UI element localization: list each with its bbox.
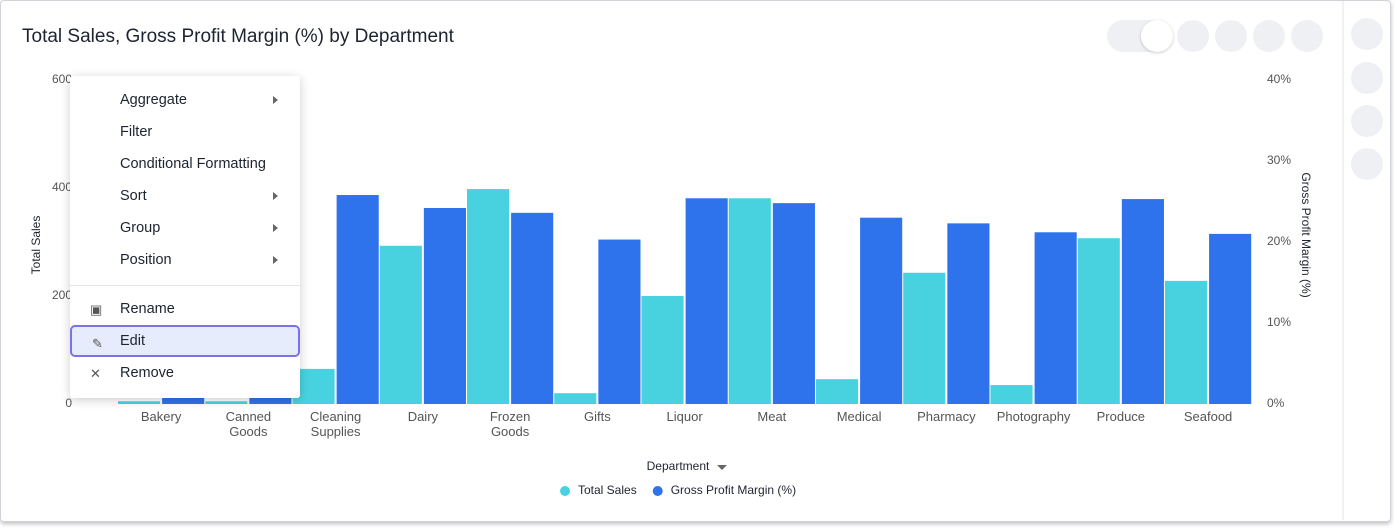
bar bbox=[554, 393, 597, 404]
x-tick-label: Medical bbox=[837, 409, 882, 424]
bar bbox=[641, 296, 684, 404]
pin-button[interactable] bbox=[1177, 20, 1209, 52]
bar bbox=[379, 245, 422, 404]
menu-divider bbox=[70, 285, 300, 286]
menu-item[interactable]: Sort bbox=[70, 180, 300, 212]
bar bbox=[685, 198, 728, 404]
x-tick-label: Photography bbox=[997, 409, 1071, 424]
menu-label: Position bbox=[120, 252, 172, 268]
menu-item[interactable]: Position bbox=[70, 244, 300, 276]
menu-item[interactable]: Aggregate bbox=[70, 84, 300, 116]
legend-label: Gross Profit Margin (%) bbox=[671, 483, 796, 497]
y-tick-label: 400 bbox=[52, 180, 72, 194]
submenu-arrow bbox=[273, 224, 278, 232]
submenu-arrow bbox=[273, 96, 278, 104]
menu-label: Conditional Formatting bbox=[120, 156, 266, 172]
bar bbox=[1077, 238, 1120, 404]
menu-item[interactable]: ✕ Remove bbox=[70, 357, 300, 389]
x-tick-label: Meat bbox=[757, 409, 786, 424]
legend-marker bbox=[652, 486, 663, 496]
more-button[interactable] bbox=[1291, 20, 1323, 52]
bar bbox=[860, 217, 903, 404]
bar bbox=[772, 203, 815, 404]
bar bbox=[118, 401, 161, 404]
menu-label: Sort bbox=[120, 188, 147, 204]
menu-item[interactable]: Group bbox=[70, 212, 300, 244]
context-menu: Aggregate Filter Conditional Formatting Sor… bbox=[70, 76, 300, 398]
submenu-arrow bbox=[273, 192, 278, 200]
x-tick-label: Seafood bbox=[1184, 409, 1232, 424]
bar bbox=[947, 223, 990, 404]
menu-label: Rename bbox=[120, 301, 175, 317]
y-tick-label: 600 bbox=[52, 72, 72, 86]
bar bbox=[205, 401, 248, 404]
bar bbox=[728, 198, 771, 404]
menu-item[interactable]: ▣ Rename bbox=[70, 293, 300, 325]
menu-label: Group bbox=[120, 220, 161, 236]
y-axis-title: Total Sales bbox=[29, 216, 43, 275]
menu-icon: ✕ bbox=[90, 366, 101, 381]
menu-item[interactable]: Conditional Formatting bbox=[70, 148, 300, 180]
share-button[interactable] bbox=[1253, 20, 1285, 52]
bar bbox=[511, 212, 554, 404]
menu-item[interactable]: ✎ Edit bbox=[70, 325, 300, 357]
menu-icon: ✎ bbox=[92, 336, 103, 351]
x-tick-label: Bakery bbox=[141, 409, 182, 424]
insight-button[interactable] bbox=[1215, 20, 1247, 52]
bar bbox=[336, 195, 379, 404]
y-tick-label: 0 bbox=[65, 396, 72, 410]
x-tick-label: Frozen Goods bbox=[490, 409, 530, 439]
bar bbox=[1034, 232, 1077, 404]
y2-axis-title: Gross Profit Margin (%) bbox=[1299, 172, 1313, 297]
menu-label: Edit bbox=[120, 333, 145, 349]
menu-item[interactable]: Filter bbox=[70, 116, 300, 148]
x-tick-label: Cleaning Supplies bbox=[310, 409, 361, 439]
menu-label: Filter bbox=[120, 124, 153, 140]
bar bbox=[1164, 280, 1208, 404]
y2-tick-label: 40% bbox=[1267, 72, 1291, 86]
info-button[interactable] bbox=[1351, 105, 1383, 137]
submenu-arrow bbox=[273, 256, 278, 264]
settings-button[interactable] bbox=[1351, 62, 1383, 94]
chart-config-button[interactable] bbox=[1351, 18, 1383, 50]
bar bbox=[466, 189, 510, 404]
bar bbox=[815, 379, 859, 404]
x-axis-title: Department bbox=[647, 459, 710, 473]
bar bbox=[903, 272, 946, 404]
x-tick-label: Gifts bbox=[584, 409, 611, 424]
y2-tick-label: 10% bbox=[1267, 315, 1291, 329]
menu-label: Aggregate bbox=[120, 92, 187, 108]
chart-title: Total Sales, Gross Profit Margin (%) by … bbox=[22, 26, 455, 47]
y2-tick-label: 30% bbox=[1267, 153, 1291, 167]
y-tick-label: 200 bbox=[52, 288, 72, 302]
r-button[interactable] bbox=[1351, 148, 1383, 180]
menu-icon: ▣ bbox=[90, 302, 103, 317]
x-tick-label: Produce bbox=[1097, 409, 1145, 424]
dropdown-arrow[interactable] bbox=[717, 465, 727, 470]
bar bbox=[598, 239, 641, 404]
y2-tick-label: 0% bbox=[1267, 396, 1285, 410]
bar bbox=[1121, 199, 1164, 404]
menu-label: Remove bbox=[120, 365, 174, 381]
x-tick-label: Dairy bbox=[408, 409, 439, 424]
chart-view-button[interactable] bbox=[1141, 20, 1173, 52]
bar bbox=[1209, 233, 1252, 404]
legend-label: Total Sales bbox=[578, 483, 637, 497]
bar bbox=[423, 207, 466, 404]
legend-marker bbox=[560, 486, 570, 496]
y2-tick-label: 20% bbox=[1267, 234, 1291, 248]
x-tick-label: Canned Goods bbox=[226, 409, 272, 439]
x-tick-label: Pharmacy bbox=[917, 409, 976, 424]
bar bbox=[990, 385, 1033, 404]
x-tick-label: Liquor bbox=[667, 409, 704, 424]
